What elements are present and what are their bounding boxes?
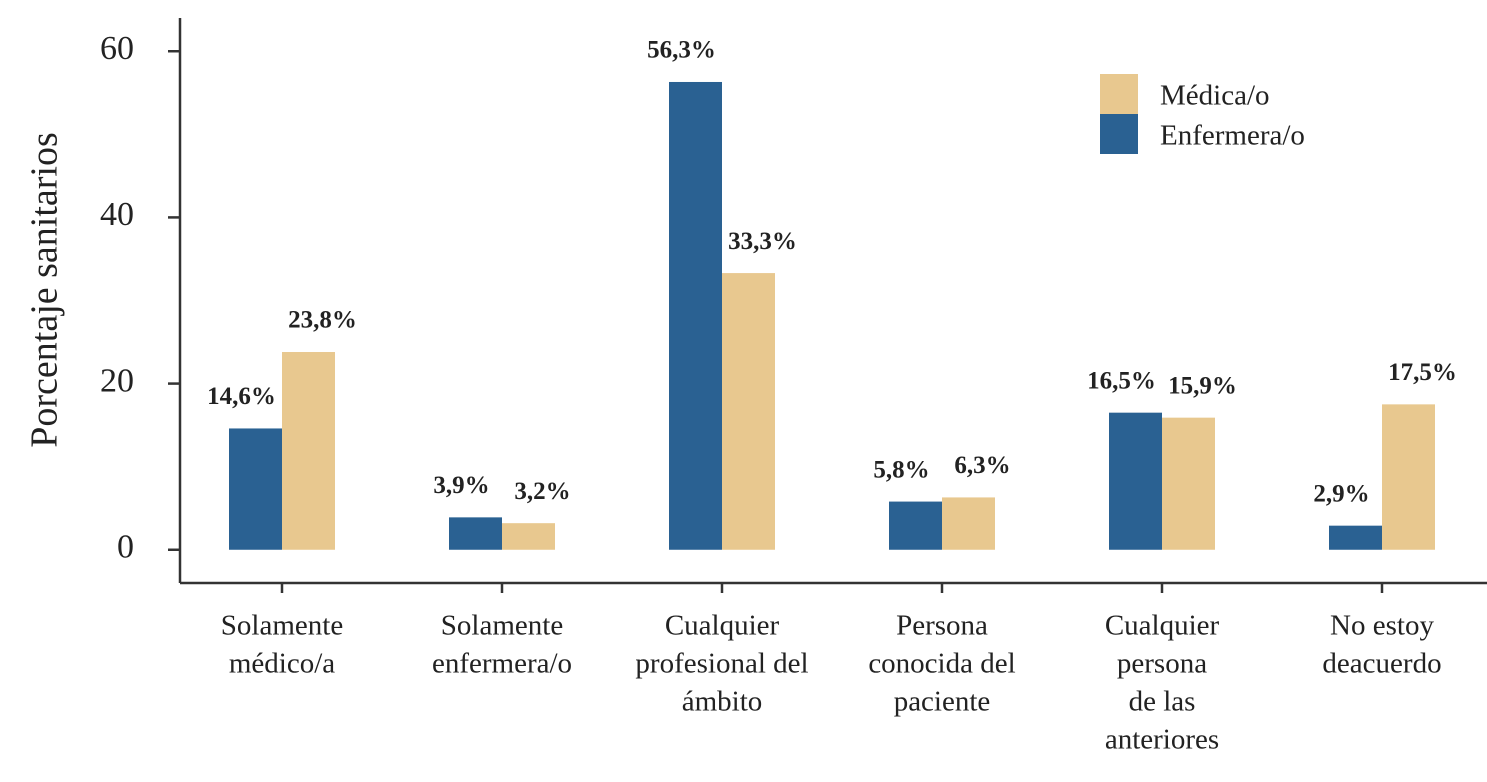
x-tick-label: enfermera/o xyxy=(432,648,572,680)
x-tick-label: Solamente xyxy=(221,610,343,642)
legend-swatch xyxy=(1100,74,1138,114)
value-label: 14,6% xyxy=(207,383,276,410)
x-tick-label: Persona xyxy=(896,610,988,642)
value-label: 2,9% xyxy=(1313,480,1369,507)
bar xyxy=(1109,412,1162,550)
x-tick-label: paciente xyxy=(894,686,991,718)
y-tick-label: 20 xyxy=(100,362,134,399)
x-tick-label: No estoy xyxy=(1330,610,1434,642)
value-label: 15,9% xyxy=(1168,372,1237,399)
x-tick-label: ámbito xyxy=(682,686,763,718)
legend-label: Médica/o xyxy=(1160,80,1270,112)
legend-swatch xyxy=(1100,114,1138,154)
bar xyxy=(1162,417,1215,550)
x-tick-label: Solamente xyxy=(441,610,563,642)
value-label: 5,8% xyxy=(873,456,929,483)
x-tick-label: de las xyxy=(1129,686,1196,718)
value-label: 16,5% xyxy=(1087,367,1156,394)
bar xyxy=(1382,404,1435,550)
y-tick-label: 60 xyxy=(100,30,134,67)
bar xyxy=(229,428,282,550)
bar xyxy=(502,523,555,550)
bar xyxy=(449,517,502,550)
bar xyxy=(1329,525,1382,550)
x-tick-label: persona xyxy=(1117,648,1207,680)
y-axis-label: Porcentaje sanitarios xyxy=(24,132,66,448)
value-label: 56,3% xyxy=(647,37,716,64)
bar xyxy=(282,352,335,550)
value-label: 3,9% xyxy=(433,472,489,499)
y-tick-label: 40 xyxy=(100,196,134,233)
x-tick-label: Cualquier xyxy=(1105,610,1220,642)
x-tick-label: conocida del xyxy=(868,648,1015,680)
x-tick-label: médico/a xyxy=(229,648,335,680)
x-tick-label: deacuerdo xyxy=(1322,648,1441,680)
bar xyxy=(669,81,722,550)
x-tick-label: anteriores xyxy=(1105,724,1219,756)
value-label: 3,2% xyxy=(514,478,570,505)
value-label: 23,8% xyxy=(288,307,357,334)
value-label: 33,3% xyxy=(728,228,797,255)
value-label: 6,3% xyxy=(954,452,1010,479)
value-label: 17,5% xyxy=(1388,359,1457,386)
legend-label: Enfermera/o xyxy=(1160,120,1305,152)
bar xyxy=(889,501,942,550)
x-tick-label: Cualquier xyxy=(665,610,780,642)
bar xyxy=(722,273,775,550)
y-tick-label: 0 xyxy=(117,529,134,566)
bar xyxy=(942,497,995,550)
x-tick-label: profesional del xyxy=(635,648,808,680)
